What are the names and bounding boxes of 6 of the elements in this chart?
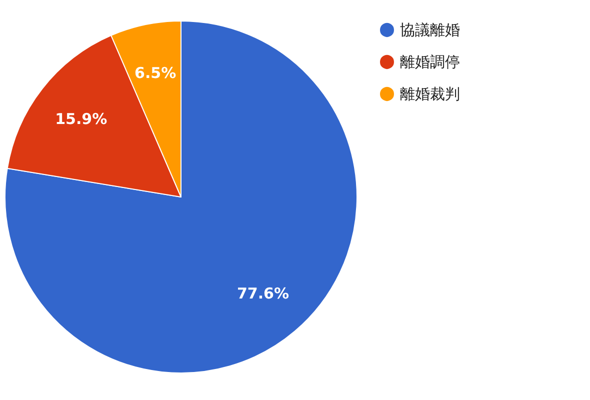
legend-label: 協議離婚 (400, 21, 460, 39)
data-label: 6.5% (134, 64, 176, 82)
data-label: 15.9% (55, 110, 108, 128)
data-label: 77.6% (236, 284, 290, 303)
legend-label: 離婚裁判 (400, 85, 460, 103)
legend-label: 離婚調停 (400, 53, 460, 71)
